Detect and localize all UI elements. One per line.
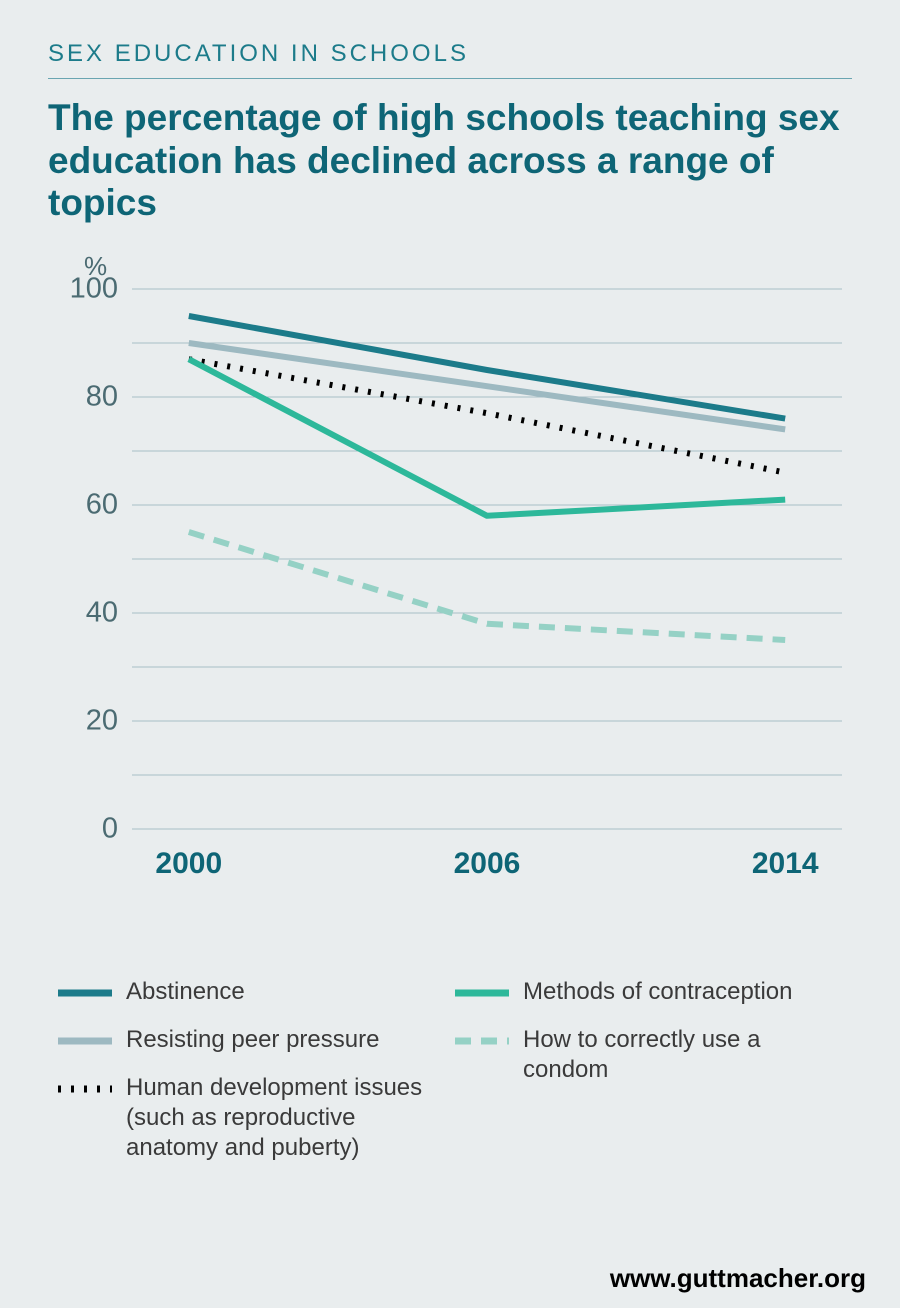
x-tick-label: 2014 [752, 847, 819, 881]
legend-swatch-contraception [455, 987, 509, 999]
divider-rule [48, 78, 852, 79]
legend-swatch-peer [58, 1035, 112, 1047]
legend-label: Abstinence [126, 977, 245, 1007]
y-tick-label: 100 [48, 272, 118, 305]
y-tick-label: 20 [48, 704, 118, 737]
chart-title: The percentage of high schools teaching … [48, 97, 852, 225]
legend-label: How to correctly use a condom [523, 1025, 843, 1085]
y-tick-label: 60 [48, 488, 118, 521]
source-footer: www.guttmacher.org [610, 1263, 866, 1294]
x-tick-label: 2000 [155, 847, 222, 881]
y-tick-label: 80 [48, 380, 118, 413]
kicker: SEX EDUCATION IN SCHOOLS [48, 40, 852, 68]
legend-label: Methods of contraception [523, 977, 793, 1007]
chart-legend: Abstinence Resisting peer pressure Human d… [58, 977, 852, 1181]
line-chart: % 020406080100200020062014 [48, 251, 852, 889]
series-peer [189, 343, 785, 429]
series-condom [189, 532, 785, 640]
y-tick-label: 0 [48, 812, 118, 845]
legend-item-contraception: Methods of contraception [455, 977, 852, 1007]
legend-item-humdev: Human development issues (such as reprod… [58, 1073, 455, 1163]
legend-swatch-condom [455, 1035, 509, 1047]
y-tick-label: 40 [48, 596, 118, 629]
legend-label: Resisting peer pressure [126, 1025, 379, 1055]
legend-item-condom: How to correctly use a condom [455, 1025, 852, 1085]
legend-item-abstinence: Abstinence [58, 977, 455, 1007]
legend-item-peer: Resisting peer pressure [58, 1025, 455, 1055]
legend-swatch-humdev [58, 1083, 112, 1095]
legend-label: Human development issues (such as reprod… [126, 1073, 446, 1163]
x-tick-label: 2006 [454, 847, 521, 881]
legend-swatch-abstinence [58, 987, 112, 999]
series-contraception [189, 359, 785, 516]
